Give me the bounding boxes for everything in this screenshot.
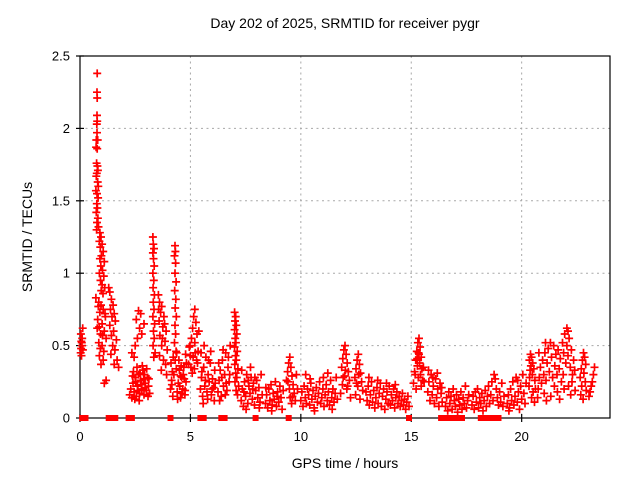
x-tick-label: 10 — [294, 429, 308, 444]
y-tick-label: 1.5 — [52, 193, 70, 208]
chart-title: Day 202 of 2025, SRMTID for receiver pyg… — [210, 15, 480, 31]
x-tick-label: 0 — [76, 429, 83, 444]
y-tick-label: 2.5 — [52, 49, 70, 64]
y-tick-label: 2 — [63, 121, 70, 136]
series-zero-flags — [79, 415, 502, 421]
plot-border — [79, 55, 611, 419]
y-tick-label: 0 — [63, 411, 70, 426]
x-tick-label: 5 — [187, 429, 194, 444]
y-tick-label: 0.5 — [52, 338, 70, 353]
x-axis-title: GPS time / hours — [291, 455, 399, 471]
x-tick-label: 15 — [404, 429, 418, 444]
series-srmtid — [76, 69, 599, 417]
x-tick-label: 20 — [514, 429, 528, 444]
y-axis-title-text: SRMTID / TECUs — [19, 181, 35, 293]
y-tick-label: 1 — [63, 266, 70, 281]
